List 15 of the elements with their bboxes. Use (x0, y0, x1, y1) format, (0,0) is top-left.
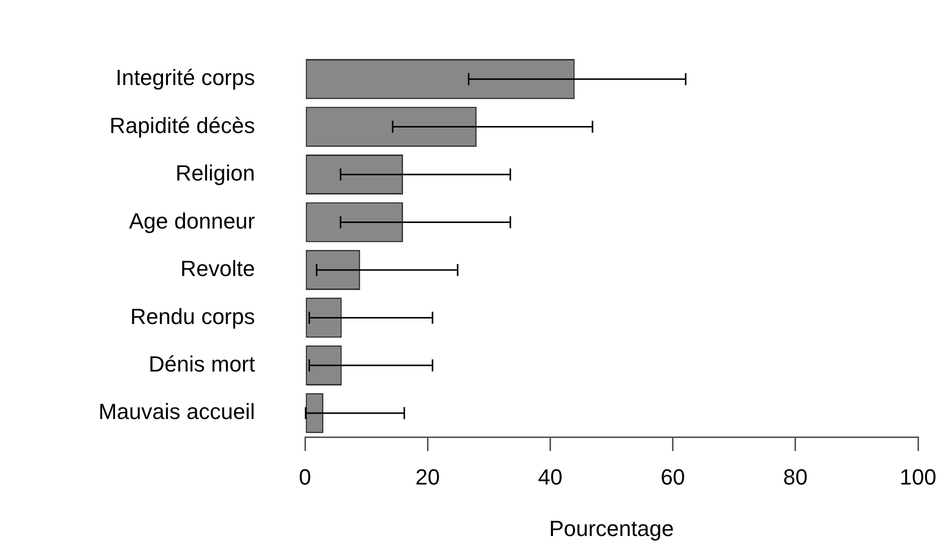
y-tick-label: Religion (176, 160, 255, 186)
x-tick-label: 0 (298, 464, 312, 490)
x-tick-label: 60 (660, 464, 686, 490)
y-tick-label: Age donneur (129, 208, 255, 234)
x-tick-label: 80 (783, 464, 808, 490)
x-tick-label: 20 (415, 464, 440, 490)
y-tick-label: Rendu corps (130, 304, 255, 329)
y-tick-label: Mauvais accueil (98, 399, 255, 424)
x-tick-label: 40 (538, 464, 562, 490)
y-tick-label: Revolte (180, 256, 255, 282)
y-tick-label: Dénis mort (148, 351, 255, 376)
x-axis-title: Pourcentage (549, 516, 674, 541)
y-tick-label: Integrité corps (116, 65, 255, 90)
y-tick-label: Rapidité décès (109, 112, 255, 138)
x-tick-label: 100 (900, 464, 936, 490)
